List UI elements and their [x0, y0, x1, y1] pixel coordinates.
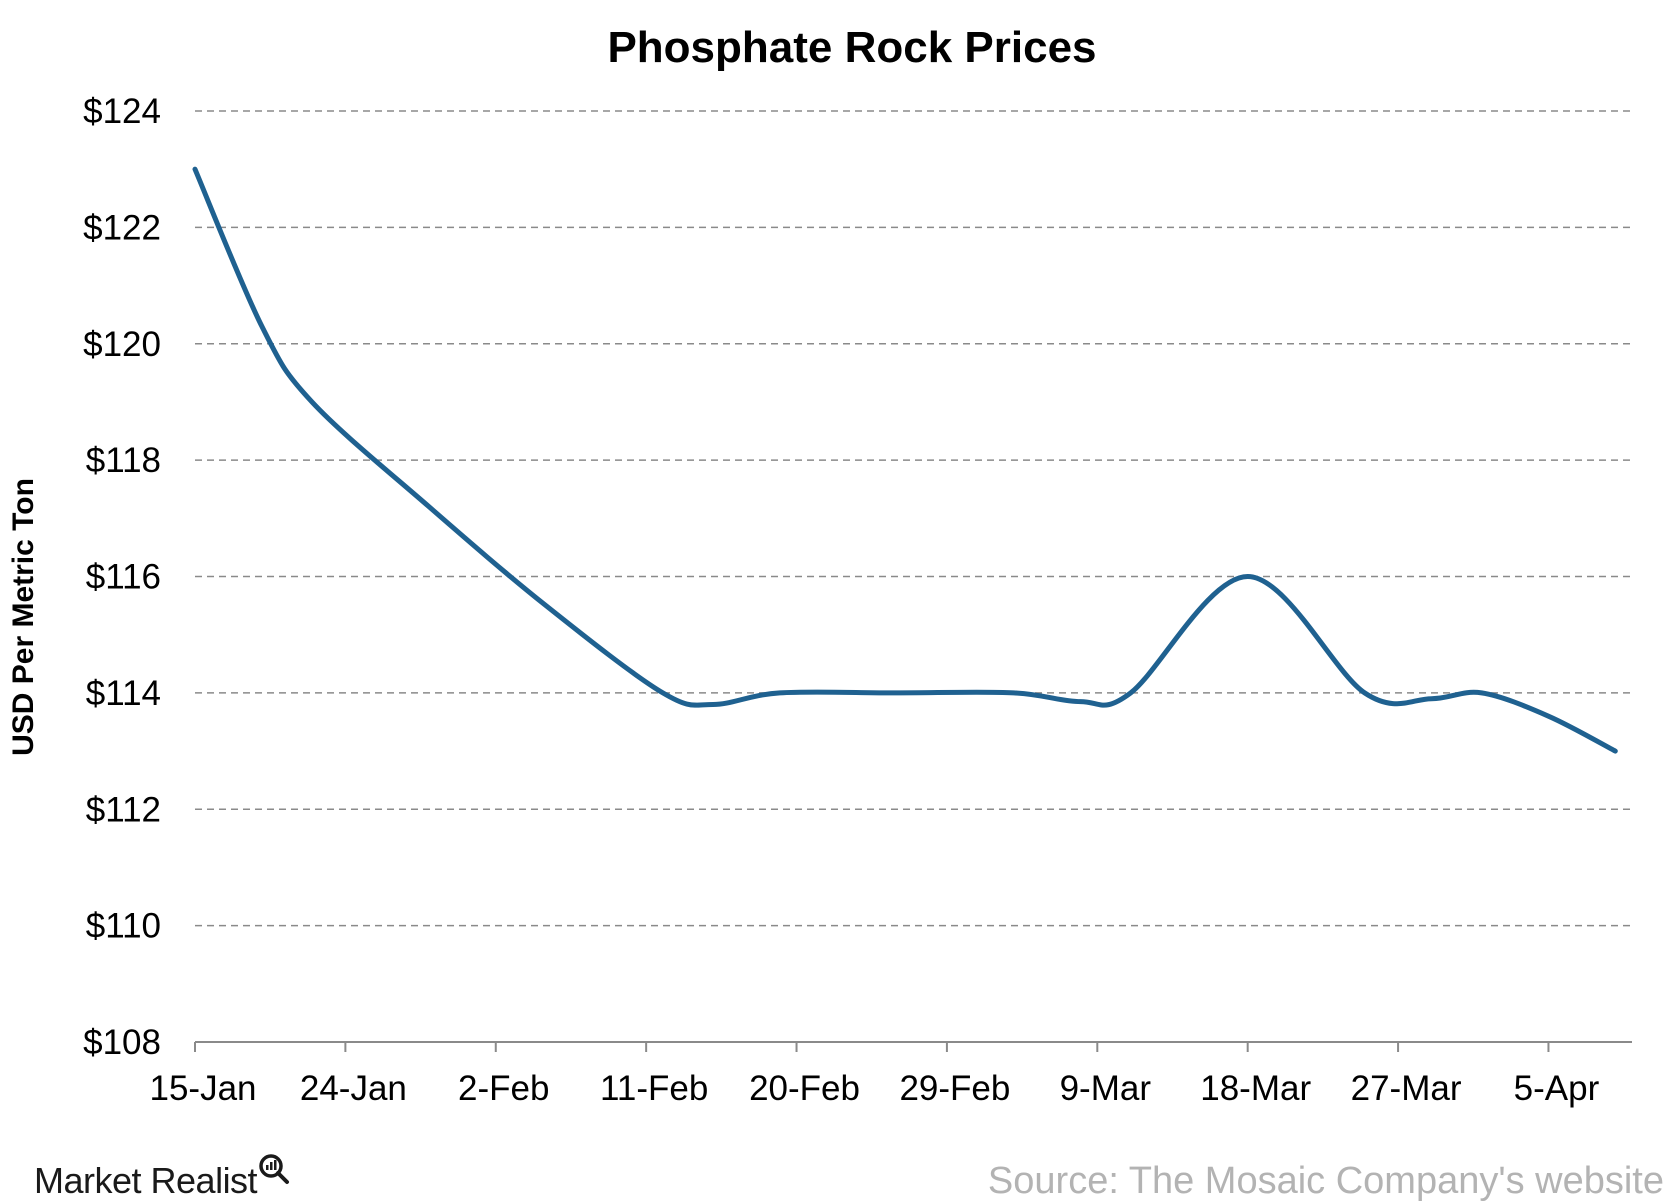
y-tick-label: $114: [86, 674, 161, 713]
grid-lines: [195, 110, 1632, 927]
source-note: Source: The Mosaic Company's website: [988, 1160, 1664, 1201]
y-axis-label: USD Per Metric Ton: [7, 478, 40, 756]
market-realist-logo: Market Realist: [34, 1154, 289, 1201]
x-tick-label: 5-Apr: [1514, 1069, 1600, 1108]
y-tick-label: $110: [86, 907, 161, 946]
brand-name: Market Realist: [34, 1160, 258, 1201]
x-tick-label: 24-Jan: [300, 1069, 407, 1108]
x-tick-label: 20-Feb: [749, 1069, 860, 1108]
series-line-0: [192, 166, 1618, 754]
y-tick-label: $120: [83, 325, 161, 364]
x-tick-label: 9-Mar: [1060, 1069, 1152, 1108]
magnifier-chart-icon: [259, 1154, 289, 1184]
x-tick-label: 15-Jan: [149, 1069, 256, 1108]
series-group: [192, 166, 1618, 754]
x-tick-marks: [194, 1042, 1550, 1052]
x-tick-label: 2-Feb: [458, 1069, 549, 1108]
x-tick-label: 18-Mar: [1200, 1069, 1311, 1108]
x-tick-labels: 15-Jan 24-Jan 2-Feb 11-Feb 20-Feb 29-Feb 9-Mar…: [149, 1069, 1599, 1108]
y-tick-labels: $108 $110 $112 $114 $116 $118 $120 $122 $124: [83, 92, 161, 1062]
y-tick-label: $112: [86, 790, 161, 829]
y-tick-label: $118: [86, 441, 161, 480]
y-tick-label: $116: [86, 558, 161, 597]
x-tick-label: 29-Feb: [899, 1069, 1010, 1108]
y-tick-label: $124: [83, 92, 161, 131]
x-tick-label: 27-Mar: [1351, 1069, 1462, 1108]
y-tick-label: $122: [83, 208, 161, 247]
y-tick-label: $108: [83, 1023, 161, 1062]
x-tick-label: 11-Feb: [600, 1069, 708, 1108]
chart-title: Phosphate Rock Prices: [607, 23, 1096, 72]
